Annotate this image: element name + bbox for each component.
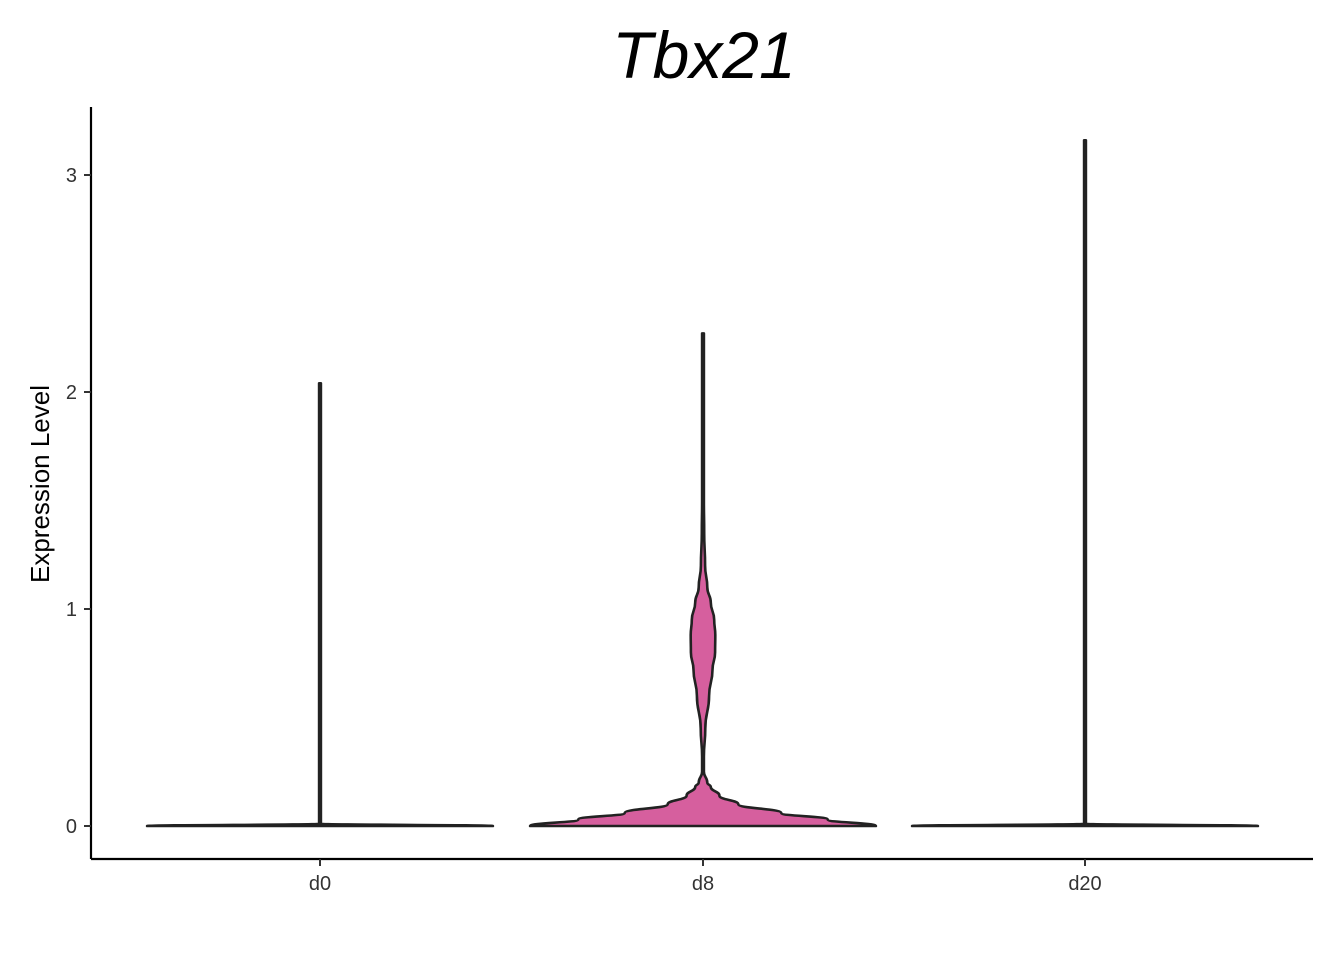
violin-d0 [145,381,495,828]
y-tick-label: 2 [66,382,77,404]
x-tick-label-d8: d8 [692,873,714,895]
y-tick-label: 1 [66,599,77,621]
violins-group [145,138,1260,828]
x-tick-label-d20: d20 [1068,873,1101,895]
violin-d20 [910,138,1260,828]
y-axis-label: Expression Level [25,385,55,583]
x-tick-label-d0: d0 [309,873,331,895]
y-tick-label: 3 [66,165,77,187]
violin-d8 [528,332,878,828]
chart-title: Tbx21 [612,18,795,92]
y-tick-label: 0 [66,816,77,838]
axes-group: 0 1 2 3 d0 d8 d20 [66,107,1313,895]
